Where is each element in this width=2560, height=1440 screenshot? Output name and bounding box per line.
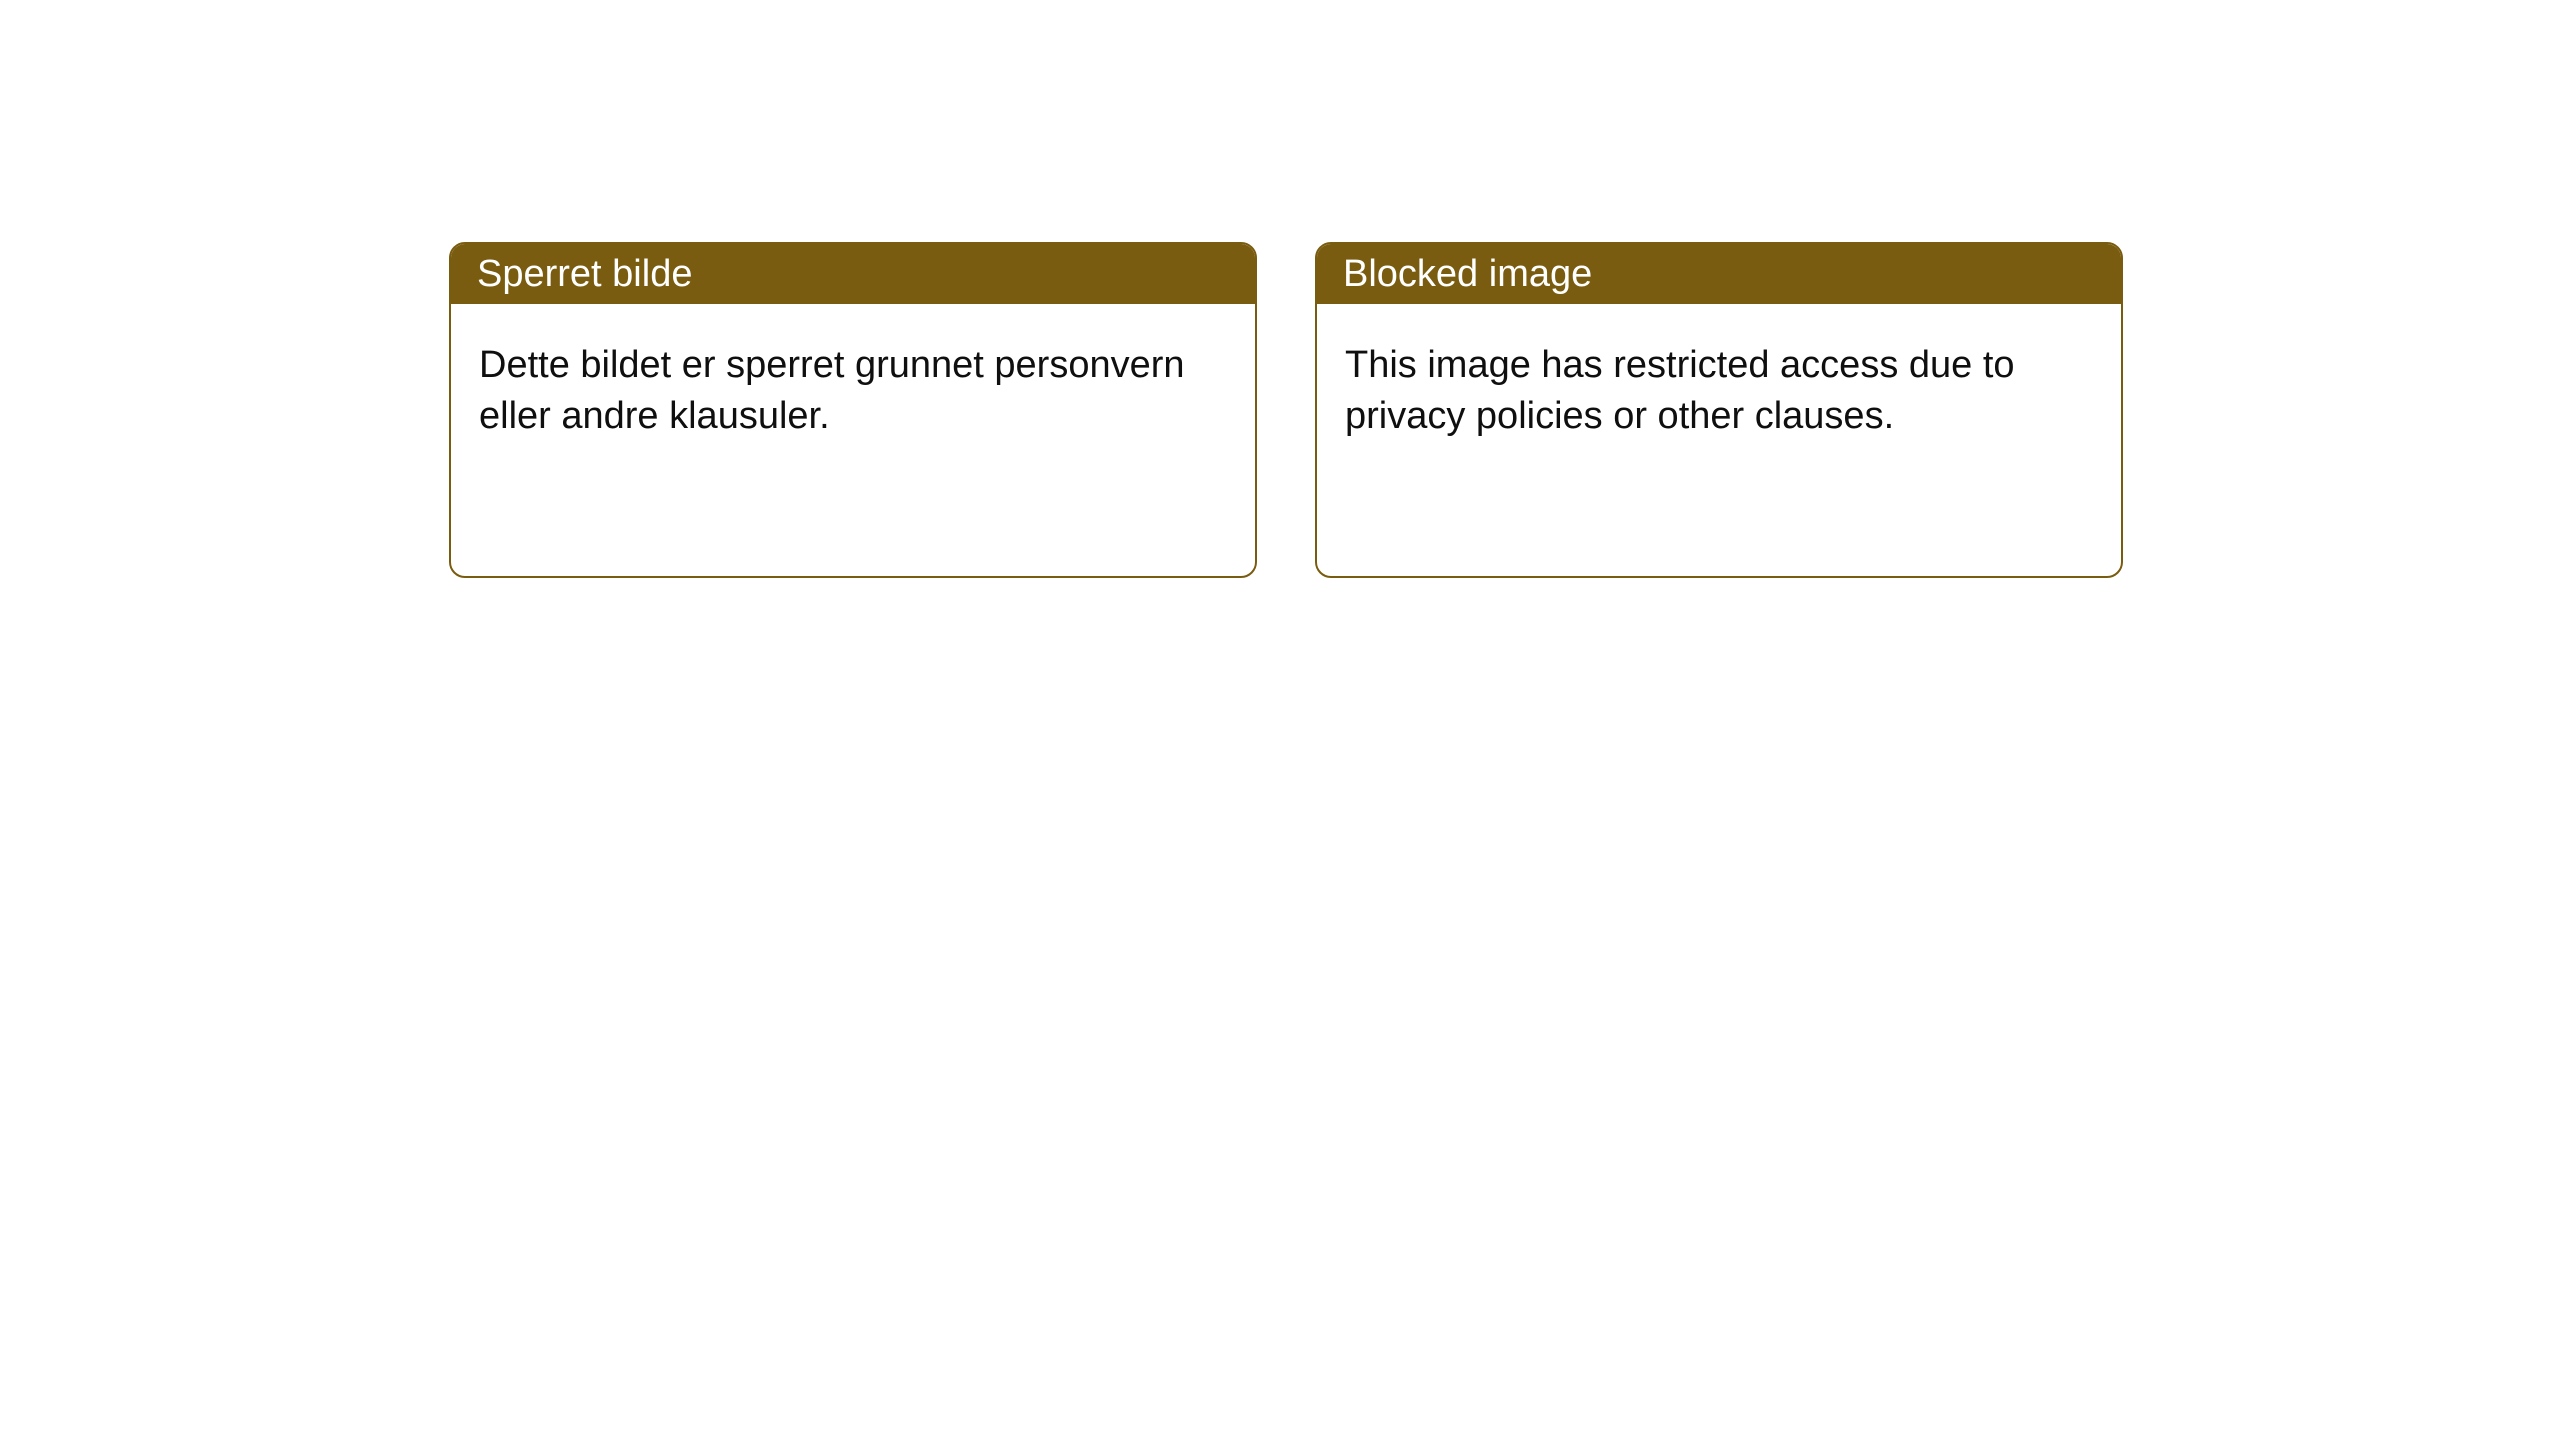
notice-body: This image has restricted access due to … — [1317, 304, 2121, 479]
notice-container: Sperret bilde Dette bildet er sperret gr… — [0, 0, 2560, 578]
notice-title: Blocked image — [1317, 244, 2121, 304]
notice-box-english: Blocked image This image has restricted … — [1315, 242, 2123, 578]
notice-box-norwegian: Sperret bilde Dette bildet er sperret gr… — [449, 242, 1257, 578]
notice-body: Dette bildet er sperret grunnet personve… — [451, 304, 1255, 479]
notice-title: Sperret bilde — [451, 244, 1255, 304]
